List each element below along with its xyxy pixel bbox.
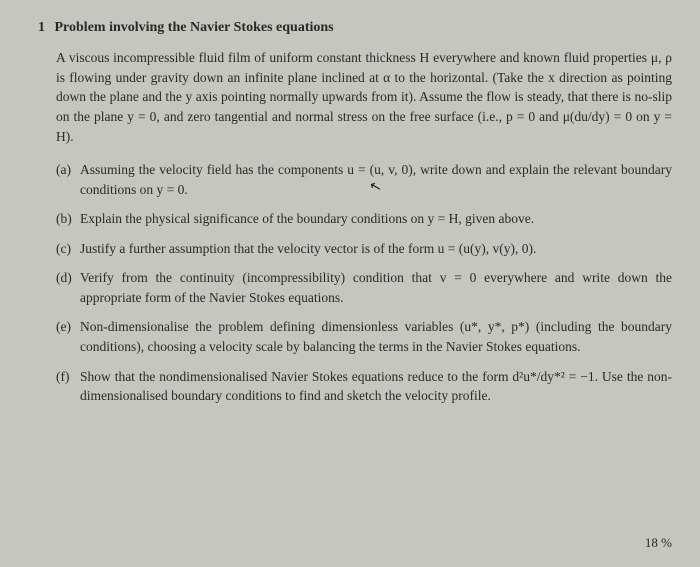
part-b: (b) Explain the physical significance of… — [56, 209, 672, 229]
part-label: (b) — [56, 209, 80, 229]
part-body: Explain the physical significance of the… — [80, 209, 672, 229]
heading-title: Problem involving the Navier Stokes equa… — [55, 20, 334, 35]
part-body: Justify a further assumption that the ve… — [80, 239, 672, 259]
part-label: (c) — [56, 239, 80, 259]
part-label: (a) — [56, 160, 80, 199]
problem-intro: A viscous incompressible fluid film of u… — [56, 48, 672, 146]
part-label: (f) — [56, 367, 80, 406]
part-d: (d) Verify from the continuity (incompre… — [56, 268, 672, 307]
part-a: (a) Assuming the velocity field has the … — [56, 160, 672, 199]
section-heading: 1 Problem involving the Navier Stokes eq… — [38, 18, 672, 38]
page-percent: 18 % — [645, 534, 672, 553]
parts-list: (a) Assuming the velocity field has the … — [56, 160, 672, 406]
part-e: (e) Non-dimensionalise the problem defin… — [56, 317, 672, 356]
part-c: (c) Justify a further assumption that th… — [56, 239, 672, 259]
part-label: (d) — [56, 268, 80, 307]
heading-number: 1 — [38, 20, 45, 35]
part-f: (f) Show that the nondimensionalised Nav… — [56, 367, 672, 406]
part-label: (e) — [56, 317, 80, 356]
part-body: Verify from the continuity (incompressib… — [80, 268, 672, 307]
part-body: Non-dimensionalise the problem defining … — [80, 317, 672, 356]
part-body: Show that the nondimensionalised Navier … — [80, 367, 672, 406]
